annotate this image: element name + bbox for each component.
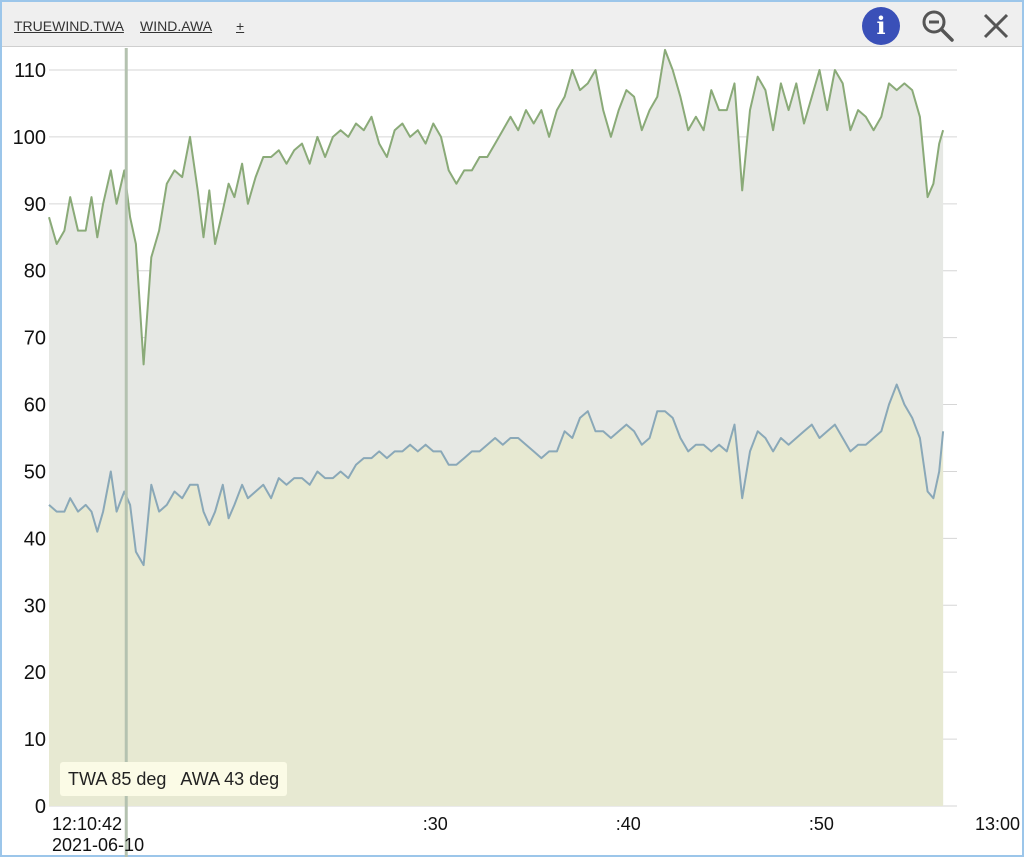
chart-toolbar: TRUEWIND.TWA WIND.AWA + i <box>2 2 1022 47</box>
y-tick-label: 40 <box>24 528 46 550</box>
series-area-1 <box>49 384 944 806</box>
zoom-out-button[interactable] <box>920 8 956 44</box>
close-button[interactable] <box>978 8 1014 44</box>
y-tick-label: 100 <box>13 127 46 149</box>
add-series-button[interactable]: + <box>236 18 245 34</box>
awa-readout: AWA 43 deg <box>180 769 280 789</box>
twa-readout: TWA 85 deg <box>68 769 167 789</box>
close-icon <box>983 13 1009 39</box>
y-tick-label: 110 <box>14 60 46 82</box>
x-tick-start: 12:10:42 <box>52 814 122 834</box>
x-tick-label: :30 <box>423 814 448 834</box>
y-tick-label: 20 <box>24 662 46 684</box>
y-tick-label: 80 <box>24 261 46 283</box>
series-line-1 <box>48 383 945 567</box>
series-tab-wind-awa[interactable]: WIND.AWA <box>140 18 213 34</box>
info-button[interactable]: i <box>862 7 900 45</box>
x-tick-start-date: 2021-06-10 <box>52 835 144 855</box>
y-tick-label: 70 <box>24 328 46 350</box>
y-tick-label: 50 <box>24 461 46 483</box>
y-tick-label: 60 <box>24 395 46 417</box>
y-tick-label: 10 <box>24 729 46 751</box>
zoom-out-icon <box>922 10 954 42</box>
series-tab-truewind-twa[interactable]: TRUEWIND.TWA <box>14 18 124 34</box>
info-icon: i <box>876 11 886 40</box>
y-tick-label: 30 <box>24 595 46 617</box>
x-tick-label: :40 <box>616 814 641 834</box>
x-tick-label: 13:00 <box>975 814 1020 834</box>
y-tick-label: 0 <box>35 796 46 818</box>
cursor-readout: TWA 85 deg AWA 43 deg <box>60 762 288 796</box>
series-line-0 <box>48 48 945 366</box>
y-tick-label: 90 <box>24 194 46 216</box>
x-tick-label: :50 <box>809 814 834 834</box>
